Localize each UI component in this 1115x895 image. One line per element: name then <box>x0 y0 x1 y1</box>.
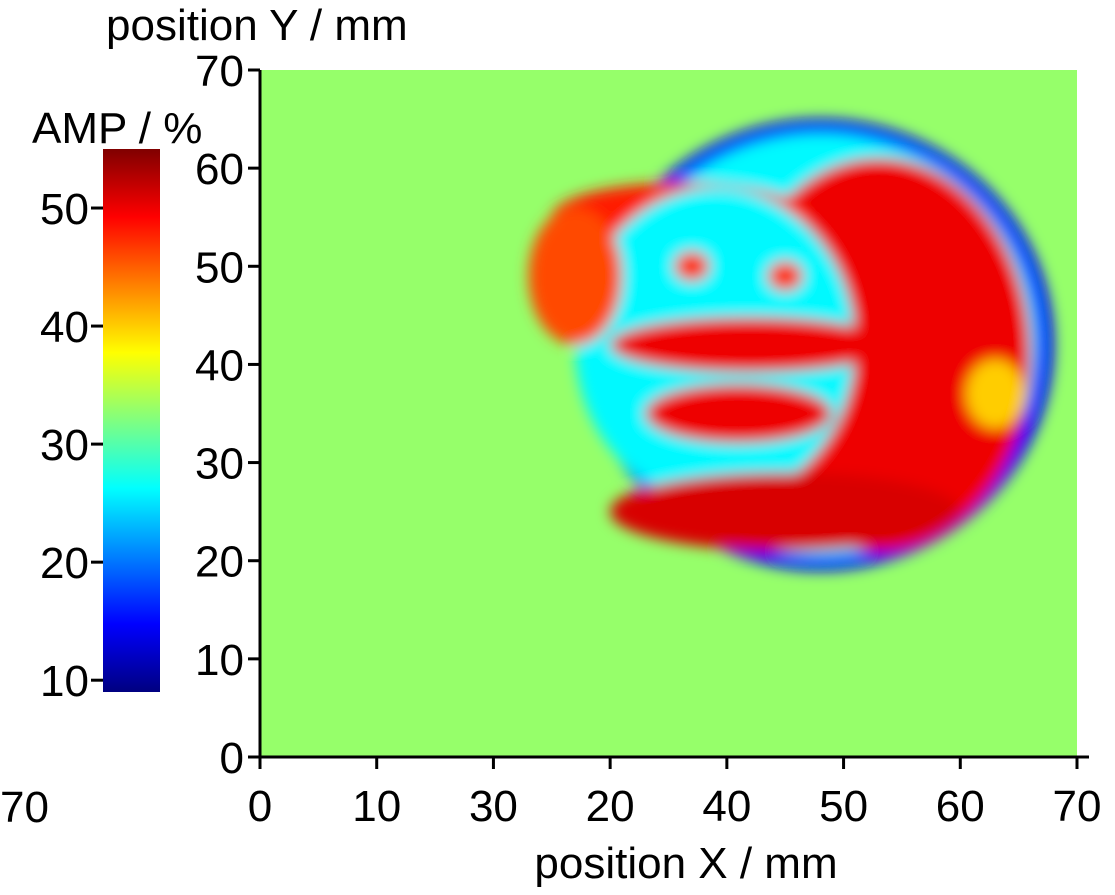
y-axis-title: position Y / mm <box>106 1 408 50</box>
heatmap-region-10 <box>674 251 710 282</box>
colorbar: 10 20 30 40 50 <box>40 149 160 706</box>
heatmap-area <box>260 70 1077 757</box>
heatmap-region-5 <box>528 207 622 345</box>
x-tick-label: 40 <box>702 782 751 831</box>
colorbar-gradient <box>103 149 160 692</box>
heatmap-region-6 <box>610 317 891 373</box>
colorbar-tick-label: 50 <box>40 185 89 234</box>
y-tick-label: 60 <box>195 145 244 194</box>
y-tick-label: 20 <box>195 538 244 587</box>
x-tick-label: 0 <box>248 782 272 831</box>
x-axis: 0 10 30 20 40 50 60 70 <box>248 755 1102 831</box>
x-axis-title: position X / mm <box>534 839 837 888</box>
x-tick-label: 10 <box>352 782 401 831</box>
heatmap-region-8 <box>610 472 961 551</box>
x-axis-stray-label: 70 <box>0 783 49 832</box>
y-tick-label: 10 <box>195 636 244 685</box>
heatmap-region-9 <box>966 359 1025 429</box>
x-tick-label: 20 <box>586 782 635 831</box>
y-tick-label: 70 <box>195 47 244 96</box>
x-tick-label: 70 <box>1053 782 1102 831</box>
heatmap-region-7 <box>645 384 832 443</box>
x-tick-label: 30 <box>469 782 518 831</box>
y-tick-label: 0 <box>220 734 244 783</box>
y-axis: 0 10 20 30 40 50 60 70 <box>195 47 262 783</box>
y-tick-label: 30 <box>195 440 244 489</box>
colorbar-tick-label: 10 <box>40 657 89 706</box>
colorbar-tick-label: 30 <box>40 421 89 470</box>
colorbar-tick-label: 20 <box>40 539 89 588</box>
y-tick-label: 50 <box>195 243 244 292</box>
colorbar-tick-label: 40 <box>40 303 89 352</box>
x-tick-label: 60 <box>936 782 985 831</box>
y-tick-label: 40 <box>195 341 244 390</box>
x-tick-label: 50 <box>819 782 868 831</box>
heatmap-region-11 <box>767 261 803 291</box>
colorbar-title: AMP / % <box>32 104 202 153</box>
